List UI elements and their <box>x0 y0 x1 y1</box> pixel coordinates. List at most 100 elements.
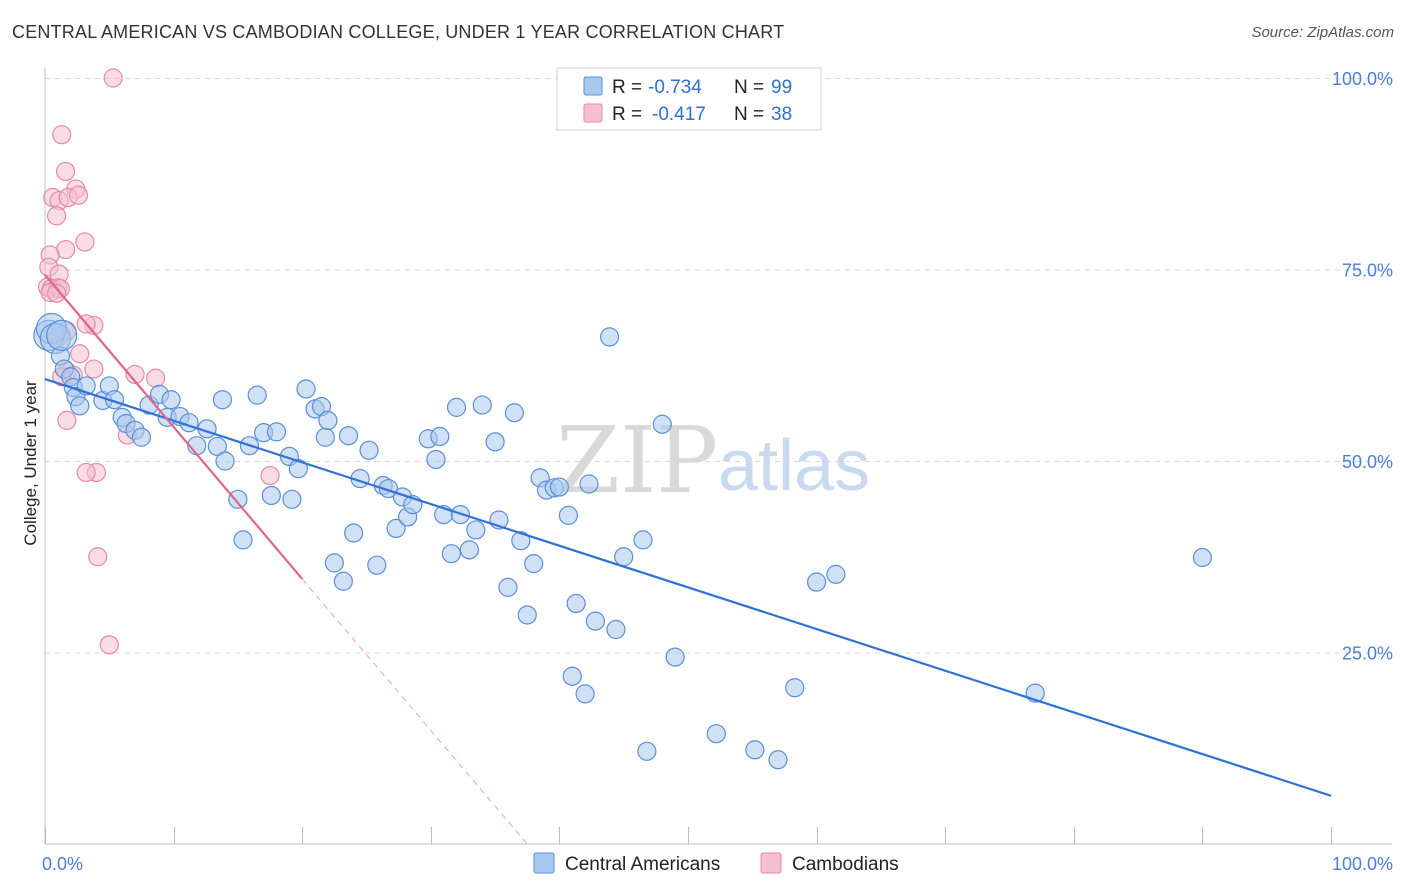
central-american-point <box>228 489 248 509</box>
central-american-point <box>826 564 846 584</box>
central-american-point <box>599 327 620 347</box>
trendline-cambodians-extension <box>301 578 528 845</box>
central-americans-points <box>33 312 1213 770</box>
central-american-point <box>131 427 152 447</box>
central-american-point <box>318 410 338 431</box>
cambodian-point <box>260 465 280 486</box>
cambodian-point <box>55 161 76 182</box>
x-tick-label-1: 100.0% <box>1332 854 1393 874</box>
gridlines <box>45 78 1392 654</box>
cambodian-point <box>68 185 89 205</box>
central-american-point <box>806 572 827 592</box>
cambodian-point <box>125 364 145 385</box>
central-american-point <box>426 449 446 470</box>
central-american-point <box>266 422 287 442</box>
y-tick-label-2: 75.0% <box>1342 261 1393 281</box>
legend-r-label-blue: R = <box>612 77 642 98</box>
y-tick-label-1: 50.0% <box>1342 452 1393 472</box>
legend-n-value-blue: 99 <box>771 77 792 98</box>
central-american-point <box>511 531 531 551</box>
legend-r-value-blue: -0.734 <box>648 77 702 98</box>
cambodian-point <box>57 410 77 431</box>
central-american-point <box>665 647 685 667</box>
legend-n-label-blue: N = <box>734 77 764 98</box>
central-american-point <box>430 426 450 447</box>
cambodian-point <box>70 344 90 364</box>
central-american-point <box>485 432 505 452</box>
central-american-point <box>549 477 570 497</box>
trendline-central-americans <box>44 377 1332 797</box>
series-legend: Central Americans Cambodians <box>533 852 899 875</box>
central-american-point <box>1192 547 1213 568</box>
cambodian-point <box>46 283 67 303</box>
cambodian-point <box>76 462 96 483</box>
central-american-point <box>575 684 595 704</box>
cambodian-point <box>88 547 108 567</box>
bottom-legend-label-pink: Cambodians <box>792 854 899 875</box>
central-american-point <box>261 485 281 506</box>
central-american-point <box>652 414 672 434</box>
legend-r-value-pink: -0.417 <box>652 104 706 125</box>
central-american-point <box>472 395 492 415</box>
axes <box>44 68 1392 845</box>
central-american-point <box>70 396 90 416</box>
central-american-point <box>344 523 364 543</box>
bottom-legend-swatch-pink <box>760 852 782 874</box>
central-american-point <box>524 554 544 574</box>
central-american-point <box>498 577 518 597</box>
y-tick-label-3: 100.0% <box>1332 69 1393 89</box>
watermark-zip: ZIP <box>556 407 718 514</box>
central-american-point <box>614 547 634 567</box>
cambodian-point <box>103 68 123 88</box>
legend-swatch-pink <box>583 103 603 123</box>
y-axis-title: College, Under 1 year <box>21 380 40 546</box>
central-american-point <box>785 678 805 698</box>
chart-title: CENTRAL AMERICAN VS CAMBODIAN COLLEGE, U… <box>12 22 785 42</box>
cambodians-points <box>37 68 280 655</box>
trendlines <box>44 274 1332 845</box>
central-american-point <box>466 520 486 540</box>
legend-n-label-pink: N = <box>734 104 764 125</box>
cambodian-point <box>145 368 166 388</box>
cambodian-point <box>99 635 119 655</box>
central-american-point <box>212 390 233 410</box>
tick-labels: 25.0% 50.0% 75.0% 100.0% 0.0% 100.0% <box>42 69 1393 874</box>
central-american-point <box>161 390 181 410</box>
central-american-point <box>378 478 398 499</box>
y-tick-label-0: 25.0% <box>1342 644 1393 664</box>
central-american-point <box>233 530 253 550</box>
stats-legend: R = -0.734 N = 99 R = -0.417 N = 38 <box>556 67 822 131</box>
central-american-point <box>324 553 344 573</box>
central-american-point <box>562 666 582 686</box>
central-american-point <box>359 440 379 460</box>
central-american-point <box>441 544 461 564</box>
legend-r-label-pink: R = <box>612 104 642 125</box>
central-american-point <box>288 459 308 479</box>
central-american-point <box>566 593 586 614</box>
central-american-point <box>504 403 524 423</box>
central-american-point <box>446 397 467 417</box>
cambodian-point <box>46 206 67 226</box>
central-american-point <box>282 489 302 509</box>
legend-n-value-pink: 38 <box>771 104 792 125</box>
central-american-point <box>296 379 316 399</box>
central-american-point <box>367 555 387 575</box>
legend-swatch-blue <box>583 76 603 96</box>
central-american-point <box>215 451 235 471</box>
central-american-point <box>333 571 353 591</box>
watermark-atlas: atlas <box>718 426 870 506</box>
central-american-point <box>459 540 479 560</box>
cambodian-point <box>84 359 104 379</box>
central-american-point <box>633 530 653 550</box>
source-attribution: Source: ZipAtlas.com <box>1251 24 1394 41</box>
x-tick-label-0: 0.0% <box>42 854 83 874</box>
central-american-point <box>386 518 406 539</box>
cambodian-point <box>52 125 72 145</box>
central-american-point <box>558 505 579 525</box>
trendline-cambodians <box>44 274 304 580</box>
central-american-point <box>247 385 267 405</box>
central-american-point <box>579 474 599 494</box>
central-american-point <box>585 611 606 631</box>
central-american-point <box>637 741 657 761</box>
